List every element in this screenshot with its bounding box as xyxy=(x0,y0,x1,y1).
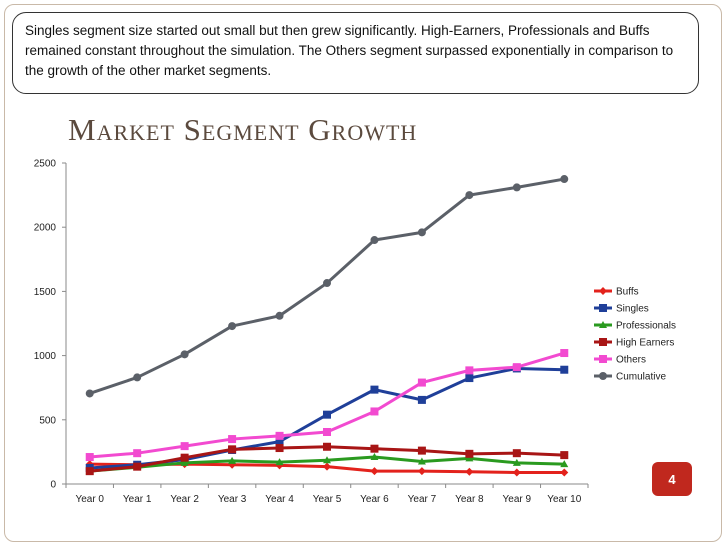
x-tick-label: Year 0 xyxy=(75,494,104,505)
legend-marker-high-earners xyxy=(599,338,607,346)
data-point-high-earners xyxy=(560,451,569,460)
data-point-cumulative xyxy=(465,191,474,200)
legend-marker-buffs xyxy=(599,287,607,295)
legend-label-professionals: Professionals xyxy=(616,321,676,332)
data-point-cumulative xyxy=(228,322,237,331)
data-point-professionals xyxy=(370,453,379,461)
data-point-others xyxy=(370,407,379,416)
data-point-professionals xyxy=(417,457,426,465)
series-line-others xyxy=(89,351,565,459)
data-point-cumulative xyxy=(85,389,94,398)
data-point-cumulative xyxy=(417,228,426,237)
legend-label-high-earners: High Earners xyxy=(616,338,674,349)
data-point-cumulative xyxy=(560,175,569,184)
legend-label-singles: Singles xyxy=(616,304,649,315)
data-point-cumulative xyxy=(512,183,521,192)
data-point-high-earners xyxy=(133,462,142,471)
data-point-professionals xyxy=(275,458,284,466)
data-point-professionals xyxy=(560,460,569,468)
data-point-others xyxy=(465,366,474,375)
data-point-buffs xyxy=(323,462,331,471)
x-tick-label: Year 5 xyxy=(313,494,342,505)
x-tick-label: Year 7 xyxy=(408,494,437,505)
legend-marker-singles xyxy=(599,304,607,312)
data-point-others xyxy=(133,449,142,458)
data-point-high-earners xyxy=(228,445,237,454)
data-point-others xyxy=(417,378,426,387)
data-point-cumulative xyxy=(180,350,189,359)
data-point-buffs xyxy=(512,468,521,477)
data-point-singles xyxy=(465,374,474,383)
x-tick-label: Year 6 xyxy=(360,494,389,505)
x-tick-label: Year 1 xyxy=(123,494,152,505)
data-point-singles xyxy=(370,385,379,394)
data-point-high-earners xyxy=(275,444,284,453)
data-point-professionals xyxy=(323,456,331,464)
data-point-high-earners xyxy=(417,446,426,455)
data-point-buffs xyxy=(417,467,426,476)
data-point-professionals xyxy=(228,456,237,464)
y-tick-label: 0 xyxy=(50,480,56,491)
legend-label-buffs: Buffs xyxy=(616,287,639,298)
legend-marker-professionals xyxy=(599,321,607,328)
data-point-others xyxy=(560,349,569,358)
callout-text: Singles segment size started out small b… xyxy=(25,23,674,78)
data-point-others xyxy=(323,427,331,436)
x-tick-label: Year 8 xyxy=(455,494,484,505)
y-tick-label: 2500 xyxy=(34,159,57,170)
data-point-others xyxy=(180,442,189,451)
data-point-singles xyxy=(323,410,331,419)
data-point-cumulative xyxy=(275,311,284,320)
slide-frame xyxy=(4,4,722,542)
data-point-high-earners xyxy=(370,444,379,453)
data-point-cumulative xyxy=(323,279,331,288)
page-number: 4 xyxy=(668,471,676,487)
data-point-professionals xyxy=(180,458,189,466)
data-point-others xyxy=(85,453,94,462)
legend-label-others: Others xyxy=(616,355,646,366)
data-point-buffs xyxy=(370,467,379,476)
data-point-high-earners xyxy=(85,467,94,476)
data-point-singles xyxy=(275,437,284,446)
data-point-singles xyxy=(417,395,426,404)
data-point-buffs xyxy=(560,468,569,477)
data-point-high-earners xyxy=(465,449,474,458)
callout-box: Singles segment size started out small b… xyxy=(12,12,699,94)
x-tick-label: Year 10 xyxy=(547,494,582,505)
y-tick-label: 1000 xyxy=(34,351,57,362)
x-tick-label: Year 2 xyxy=(170,494,199,505)
chart-title: Market Segment Growth xyxy=(68,112,418,147)
legend-label-cumulative: Cumulative xyxy=(616,372,666,383)
data-point-others xyxy=(512,363,521,372)
x-tick-label: Year 9 xyxy=(503,494,532,505)
data-point-high-earners xyxy=(323,442,331,451)
data-point-buffs xyxy=(465,467,474,476)
data-point-high-earners xyxy=(180,453,189,462)
data-point-others xyxy=(228,435,237,444)
y-tick-label: 500 xyxy=(39,415,56,426)
data-point-professionals xyxy=(512,458,521,466)
data-point-high-earners xyxy=(512,449,521,458)
page-number-badge: 4 xyxy=(652,462,692,496)
y-tick-label: 2000 xyxy=(34,223,57,234)
legend-marker-others xyxy=(599,355,607,363)
data-point-cumulative xyxy=(370,236,379,245)
x-tick-label: Year 4 xyxy=(265,494,294,505)
x-tick-label: Year 3 xyxy=(218,494,247,505)
y-tick-label: 1500 xyxy=(34,287,57,298)
legend-marker-cumulative xyxy=(599,372,607,380)
data-point-singles xyxy=(560,365,569,374)
data-point-others xyxy=(275,431,284,440)
data-point-cumulative xyxy=(133,373,142,382)
